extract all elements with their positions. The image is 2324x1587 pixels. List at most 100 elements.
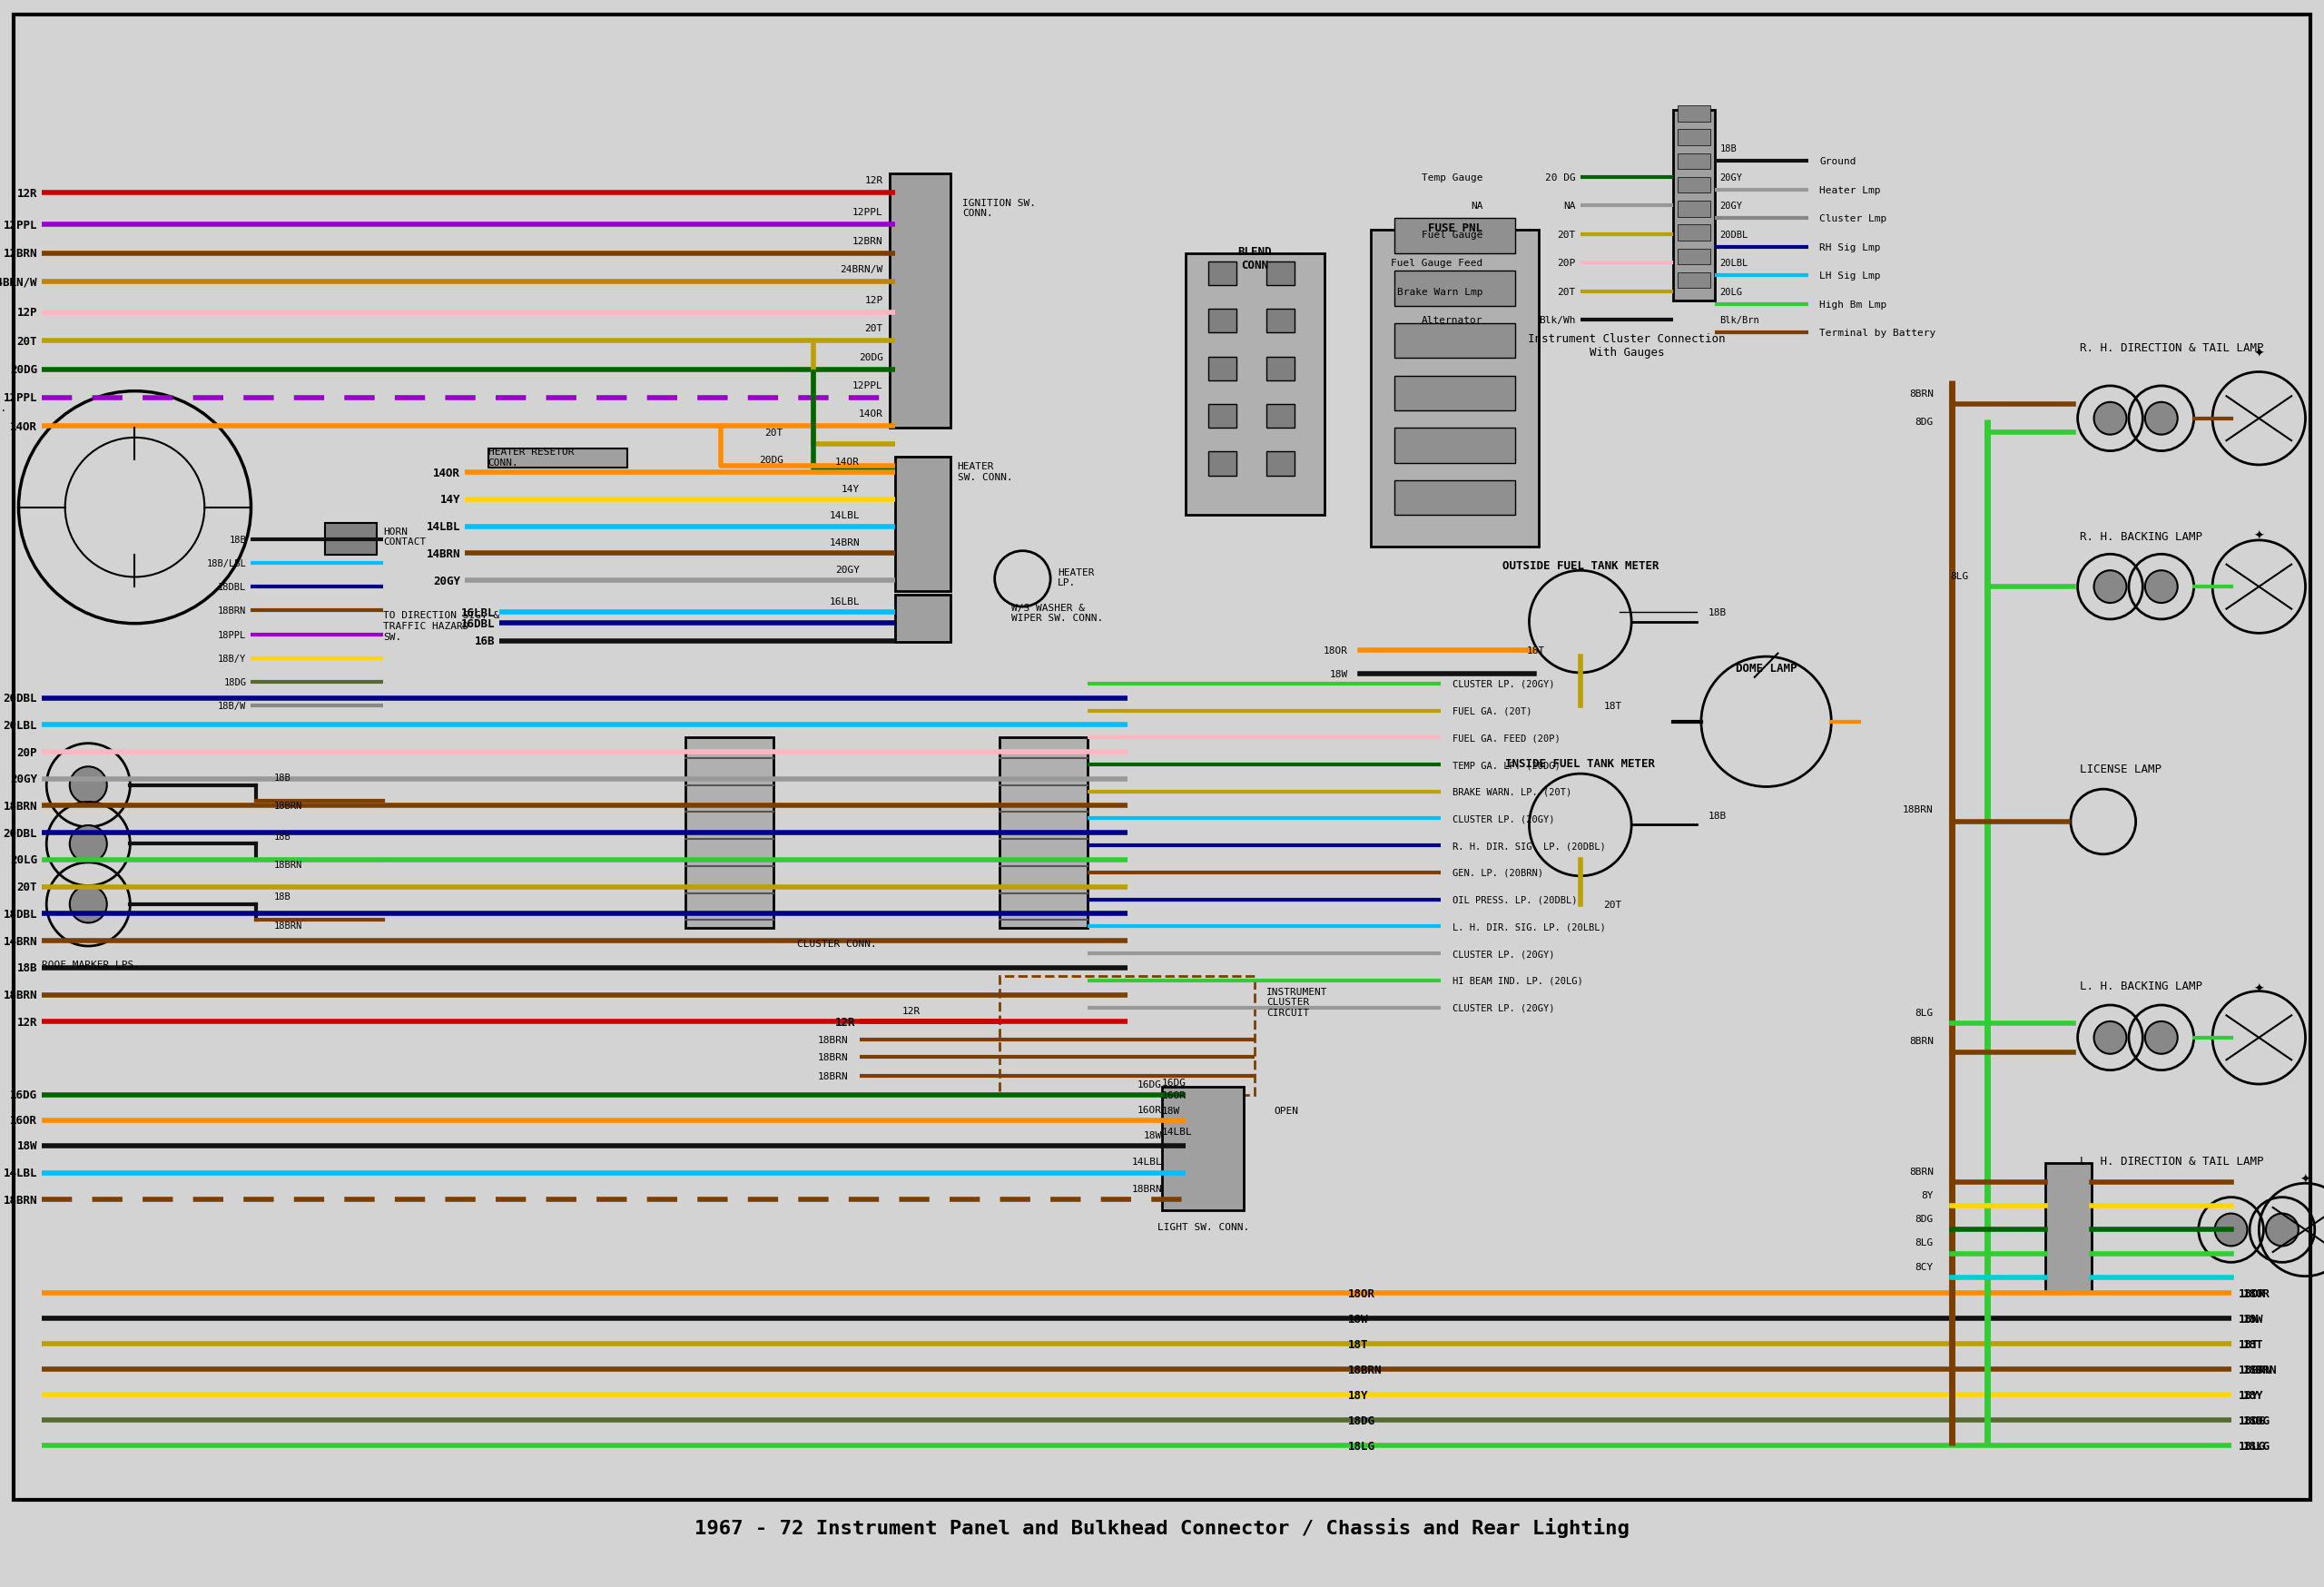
- Bar: [1208, 405, 1236, 428]
- Text: 18OR: 18OR: [2243, 1287, 2271, 1300]
- Text: 18BRN: 18BRN: [1348, 1363, 1383, 1376]
- Text: 20GY: 20GY: [1720, 202, 1743, 211]
- Text: 20GY: 20GY: [9, 773, 37, 786]
- Text: CLUSTER LP. (20GY): CLUSTER LP. (20GY): [1452, 679, 1555, 689]
- Text: 12PPL: 12PPL: [853, 208, 883, 217]
- Text: 18T: 18T: [1527, 646, 1545, 655]
- Text: 14BRN: 14BRN: [425, 548, 460, 560]
- Text: R. H. DIR. SIG. LP. (20DBL): R. H. DIR. SIG. LP. (20DBL): [1452, 841, 1606, 851]
- Text: 8LG: 8LG: [1915, 1008, 1934, 1017]
- Text: 8BRN: 8BRN: [1908, 1036, 1934, 1046]
- Text: 18T: 18T: [2238, 1338, 2259, 1351]
- Text: 18B/W: 18B/W: [218, 701, 246, 711]
- Text: 24BRN/W: 24BRN/W: [0, 276, 37, 289]
- Text: L. H. DIR. SIG. LP. (20LBL): L. H. DIR. SIG. LP. (20LBL): [1452, 922, 1606, 932]
- Text: 8DG: 8DG: [1915, 1214, 1934, 1224]
- Text: CLUSTER CONN.: CLUSTER CONN.: [797, 940, 876, 949]
- Text: 18W: 18W: [1329, 670, 1348, 679]
- Text: 16DG: 16DG: [1162, 1078, 1188, 1087]
- Bar: [1185, 254, 1325, 516]
- Text: 20T: 20T: [865, 324, 883, 333]
- Text: 18W: 18W: [2243, 1312, 2264, 1325]
- Bar: [1678, 249, 1710, 265]
- Text: OIL PRESS. LP. (20DBL): OIL PRESS. LP. (20DBL): [1452, 895, 1578, 905]
- Text: 14OR: 14OR: [432, 467, 460, 479]
- Text: CLUSTER LP. (20GY): CLUSTER LP. (20GY): [1452, 814, 1555, 824]
- Text: 18PPL: 18PPL: [218, 630, 246, 640]
- Text: 20T: 20T: [16, 335, 37, 348]
- Text: 1967 - 72 Instrument Panel and Bulkhead Connector / Chassis and Rear Lighting: 1967 - 72 Instrument Panel and Bulkhead …: [695, 1517, 1629, 1536]
- Text: LIGHT SW. CONN.: LIGHT SW. CONN.: [1157, 1222, 1250, 1232]
- Text: HEATER
SW. CONN.: HEATER SW. CONN.: [957, 462, 1013, 481]
- Bar: [890, 175, 951, 428]
- Text: ✦: ✦: [2254, 348, 2264, 360]
- Text: 16OR: 16OR: [9, 1114, 37, 1127]
- Bar: [325, 524, 376, 555]
- Text: BLEND
CONN: BLEND CONN: [1239, 246, 1271, 271]
- Text: 18OR: 18OR: [2238, 1287, 2266, 1300]
- Text: 18BRN: 18BRN: [2, 800, 37, 813]
- Text: HEATER
LP.: HEATER LP.: [1057, 568, 1095, 587]
- Text: 18B: 18B: [16, 962, 37, 974]
- Text: 18DG: 18DG: [2238, 1414, 2266, 1427]
- Text: FUSE PNL: FUSE PNL: [1427, 222, 1483, 233]
- Text: Instrument Cluster Connection
With Gauges: Instrument Cluster Connection With Gauge…: [1529, 333, 1724, 359]
- Bar: [1267, 309, 1294, 333]
- Bar: [895, 595, 951, 643]
- Bar: [1678, 202, 1710, 217]
- Text: 12R: 12R: [902, 1006, 920, 1016]
- Circle shape: [2094, 1022, 2126, 1054]
- Text: 18W: 18W: [2238, 1312, 2259, 1325]
- Bar: [1162, 1087, 1243, 1211]
- Text: FUEL GA. (20T): FUEL GA. (20T): [1452, 706, 1532, 716]
- Text: 8CY: 8CY: [1915, 1262, 1934, 1271]
- Text: 18DBL: 18DBL: [2, 908, 37, 920]
- Text: 14LBL: 14LBL: [425, 521, 460, 533]
- Bar: [1394, 481, 1515, 516]
- Text: 16OR: 16OR: [1136, 1105, 1162, 1114]
- Text: 18B: 18B: [274, 773, 290, 782]
- Text: 18OR: 18OR: [1322, 646, 1348, 655]
- Text: 18B: 18B: [1720, 144, 1736, 154]
- Bar: [1267, 405, 1294, 428]
- Text: 18Y: 18Y: [2243, 1389, 2264, 1401]
- Bar: [1678, 130, 1710, 146]
- Text: 18LG: 18LG: [2243, 1439, 2271, 1452]
- Bar: [1394, 271, 1515, 306]
- Bar: [1394, 376, 1515, 411]
- Text: Temp Gauge: Temp Gauge: [1422, 173, 1483, 183]
- Text: 14BRN: 14BRN: [830, 538, 860, 548]
- Text: High Bm Lmp: High Bm Lmp: [1820, 300, 1887, 309]
- Bar: [1678, 273, 1710, 289]
- Text: 18W: 18W: [1162, 1106, 1181, 1116]
- Circle shape: [2094, 403, 2126, 435]
- Text: 18BRN: 18BRN: [274, 860, 302, 870]
- Text: 18BRN: 18BRN: [818, 1035, 848, 1044]
- Text: 18B: 18B: [230, 535, 246, 544]
- Bar: [1394, 219, 1515, 254]
- Bar: [686, 738, 774, 928]
- Bar: [1678, 225, 1710, 241]
- Text: GEN. LP. (20BRN): GEN. LP. (20BRN): [1452, 868, 1543, 878]
- Text: 18LG: 18LG: [1348, 1439, 1376, 1452]
- Circle shape: [70, 767, 107, 805]
- Text: 20DG: 20DG: [9, 363, 37, 376]
- Text: 18BRN: 18BRN: [818, 1052, 848, 1062]
- Text: ✦: ✦: [2254, 530, 2264, 543]
- Text: Alternator: Alternator: [1422, 316, 1483, 325]
- Text: 20DBL: 20DBL: [2, 827, 37, 840]
- Text: 16DBL: 16DBL: [460, 617, 495, 630]
- Text: TO DIRECTION SIG. &
TRAFFIC HAZARD
SW.: TO DIRECTION SIG. & TRAFFIC HAZARD SW.: [383, 611, 500, 641]
- Text: 12PPL: 12PPL: [853, 381, 883, 390]
- Text: Fuel Gauge: Fuel Gauge: [1422, 230, 1483, 240]
- Circle shape: [70, 886, 107, 924]
- Text: 18BRN: 18BRN: [2238, 1363, 2273, 1376]
- Text: CLUSTER LP. (20GY): CLUSTER LP. (20GY): [1452, 1003, 1555, 1013]
- Text: 8LG: 8LG: [1915, 1238, 1934, 1247]
- Text: 8DG: 8DG: [1915, 417, 1934, 427]
- Text: 18T: 18T: [2243, 1338, 2264, 1351]
- Text: 20P: 20P: [16, 746, 37, 759]
- Text: 8BRN: 8BRN: [1908, 389, 1934, 398]
- Bar: [1394, 428, 1515, 463]
- Bar: [1394, 324, 1515, 359]
